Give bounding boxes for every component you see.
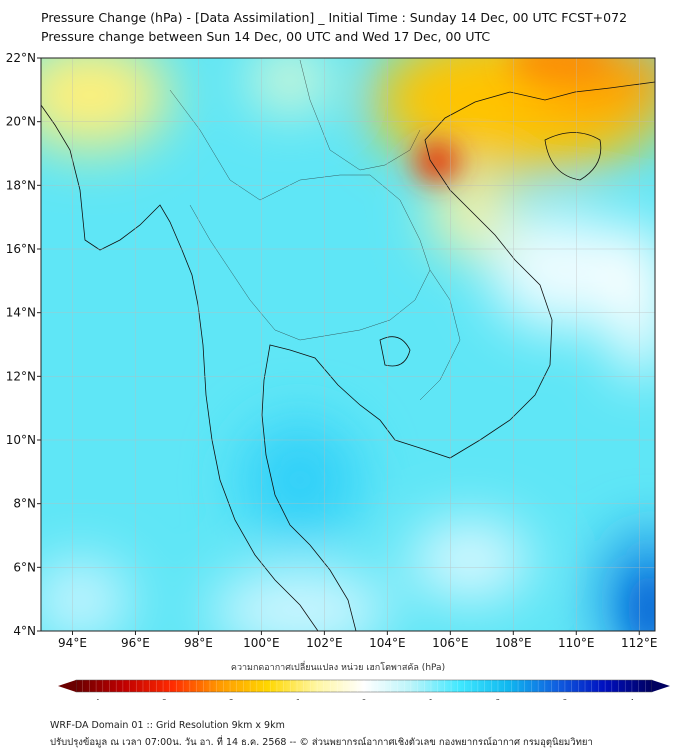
lon-tick-label: 102°E bbox=[306, 636, 343, 650]
colorbar-tick-label: -1 bbox=[294, 698, 301, 700]
colorbar-tick-label: 3 bbox=[563, 698, 567, 700]
footer-model-info: WRF-DA Domain 01 :: Grid Resolution 9km … bbox=[50, 720, 285, 731]
lon-tick-label: 94°E bbox=[58, 636, 87, 650]
lat-tick-label: 4°N bbox=[13, 624, 36, 638]
lat-tick-label: 22°N bbox=[6, 51, 36, 65]
lat-tick-label: 14°N bbox=[6, 306, 36, 320]
colorbar-tick-label: 4 bbox=[630, 698, 635, 700]
lat-tick-label: 12°N bbox=[6, 369, 36, 383]
colorbar-min-extend bbox=[58, 680, 76, 692]
lat-tick-label: 18°N bbox=[6, 178, 36, 192]
lon-tick-label: 108°E bbox=[495, 636, 532, 650]
lon-tick-label: 106°E bbox=[432, 636, 469, 650]
colorbar-label: ความกดอากาศเปลี่ยนแปลง หน่วย เฮกโตพาสคัล… bbox=[230, 663, 446, 673]
pressure-field bbox=[41, 58, 655, 631]
lon-tick-label: 96°E bbox=[121, 636, 150, 650]
lon-tick-label: 104°E bbox=[369, 636, 406, 650]
colorbar-tick-label: 1 bbox=[429, 698, 433, 700]
colorbar-tick-label: 2 bbox=[496, 698, 500, 700]
lon-tick-label: 112°E bbox=[621, 636, 658, 650]
colorbar-tick-label: 0 bbox=[362, 698, 366, 700]
lat-tick-label: 6°N bbox=[13, 560, 36, 574]
map-title: Pressure Change (hPa) - [Data Assimilati… bbox=[41, 10, 628, 25]
colorbar: -4 -3 -2 -1 0 1 2 3 4 bbox=[58, 679, 670, 700]
colorbar-max-extend bbox=[652, 680, 670, 692]
footer-update-info: ปรับปรุงข้อมูล ณ เวลา 07:00น. วัน อา. ที… bbox=[50, 737, 593, 748]
graticule bbox=[41, 58, 655, 631]
lon-tick-label: 98°E bbox=[184, 636, 213, 650]
lat-tick-label: 10°N bbox=[6, 433, 36, 447]
map-subtitle: Pressure change between Sun 14 Dec, 00 U… bbox=[41, 29, 491, 44]
colorbar-tick-label: -2 bbox=[227, 698, 234, 700]
lat-tick-label: 8°N bbox=[13, 497, 36, 511]
lat-tick-label: 20°N bbox=[6, 115, 36, 129]
lon-tick-label: 100°E bbox=[243, 636, 280, 650]
lat-tick-label: 16°N bbox=[6, 242, 36, 256]
pressure-change-map: 94°E 96°E 98°E 100°E 102°E 104°E 106°E 108°E 110… bbox=[6, 51, 670, 700]
colorbar-tick-label: -3 bbox=[160, 698, 167, 700]
map-frame bbox=[40, 57, 656, 632]
lon-tick-label: 110°E bbox=[558, 636, 595, 650]
colorbar-tick-label: -4 bbox=[93, 698, 101, 700]
borders bbox=[169, 59, 461, 401]
